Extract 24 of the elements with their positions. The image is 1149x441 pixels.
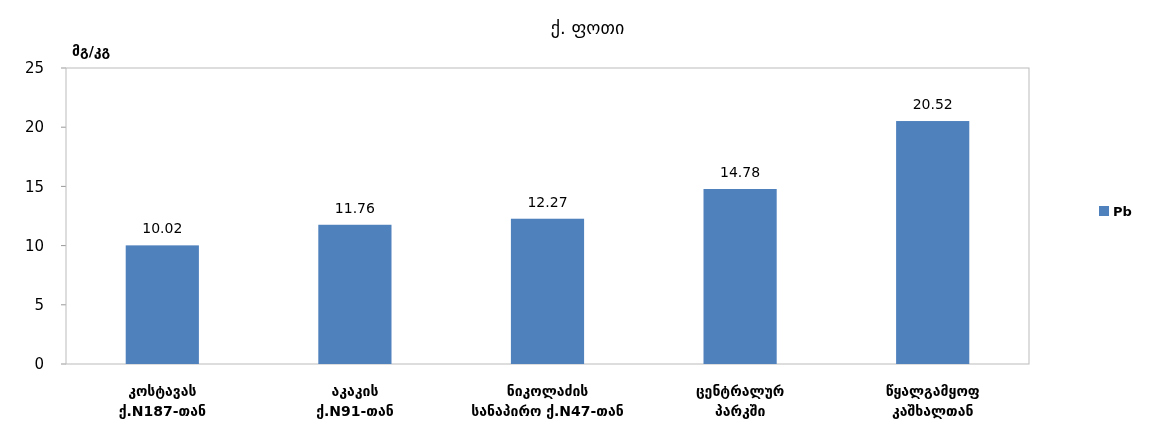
bar: [125, 245, 199, 364]
x-tick-label: აკაკის ქ.N91-თან: [316, 383, 394, 419]
bar: [510, 218, 585, 364]
chart-title: ქ. ფოთი: [550, 17, 625, 38]
bar: [896, 121, 970, 364]
data-label: 12.27: [527, 193, 568, 210]
y-tick-label: 15: [24, 177, 44, 196]
y-tick-label: 5: [34, 296, 44, 315]
y-tick-label: 20: [24, 118, 44, 137]
data-label: 14.78: [720, 164, 761, 180]
bar: [703, 189, 777, 364]
bar: [318, 224, 392, 364]
x-tick-label: წყალგამყოფ კაშხალთან: [885, 383, 980, 419]
x-tick-label: კოსტავას ქ.N187-თან: [118, 383, 206, 419]
data-label: 11.76: [334, 199, 376, 216]
y-tick-label: 25: [24, 59, 44, 78]
y-axis-title: მგ/კგ: [72, 43, 111, 59]
data-label: 10.02: [142, 220, 183, 237]
x-tick-label: ნიკოლაძის სანაპირო ქ.N47-თან: [471, 383, 624, 419]
y-tick-label: 0: [34, 355, 44, 374]
legend-label: Pb: [1113, 203, 1132, 219]
data-label: 20.52: [912, 96, 953, 113]
y-tick-label: 10: [24, 236, 44, 255]
x-tick-label: ცენტრალურ პარკში: [695, 383, 785, 419]
